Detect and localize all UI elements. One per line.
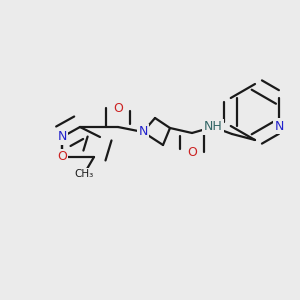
Text: —: —	[83, 173, 85, 175]
Text: O: O	[187, 146, 197, 158]
Text: N: N	[274, 119, 284, 133]
Text: CH₃: CH₃	[74, 169, 94, 179]
Text: O: O	[113, 101, 123, 115]
Text: O: O	[57, 151, 67, 164]
Text: N: N	[138, 125, 148, 139]
Text: N: N	[57, 130, 67, 143]
Text: NH: NH	[204, 121, 222, 134]
